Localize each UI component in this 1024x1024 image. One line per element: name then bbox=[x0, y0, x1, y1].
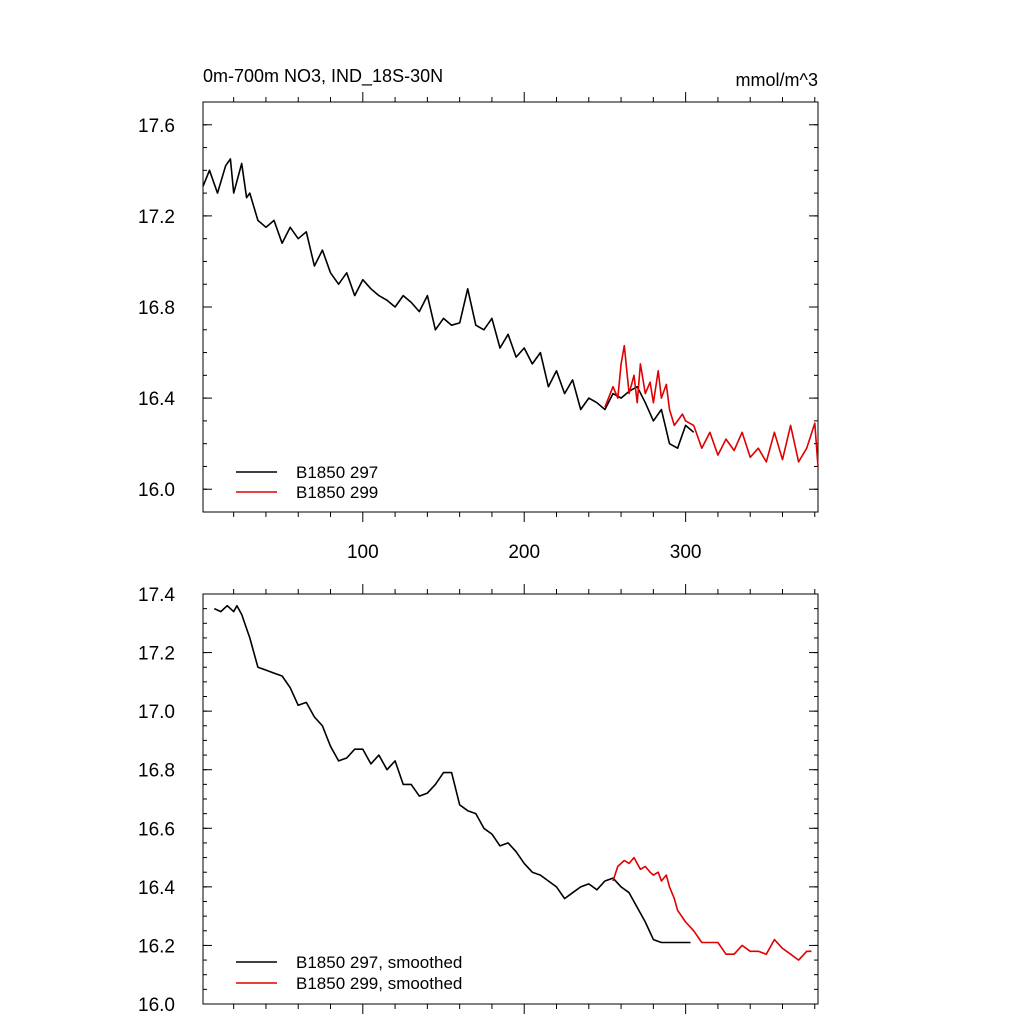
bottom-panel: 16.0 16.2 16.4 16.6 16.8 17.0 17.2 17.4 B1850 2… bbox=[138, 584, 819, 1016]
bottom-series-group bbox=[213, 604, 812, 961]
series-line-b1850-297-smoothed bbox=[213, 604, 691, 944]
top-chart-units: mmol/m^3 bbox=[736, 70, 818, 90]
y-tick-label: 16.6 bbox=[138, 819, 175, 840]
top-legend: B1850 297 B1850 299 bbox=[236, 463, 378, 502]
series-line-b1850-297 bbox=[202, 158, 695, 450]
x-tick-label: 300 bbox=[670, 542, 702, 563]
top-panel: 0m-700m NO3, IND_18S-30N mmol/m^3 16.016… bbox=[138, 66, 819, 563]
y-tick-label: 16.2 bbox=[138, 936, 175, 957]
y-tick-label: 17.4 bbox=[138, 585, 175, 606]
series-line-b1850-299 bbox=[604, 344, 819, 467]
y-tick-label: 17.2 bbox=[138, 644, 175, 665]
y-tick-label: 16.4 bbox=[138, 878, 175, 899]
y-tick-label: 16.8 bbox=[138, 761, 175, 782]
x-tick-label: 200 bbox=[508, 542, 540, 563]
legend-label-b1850-297-smoothed: B1850 297, smoothed bbox=[296, 953, 462, 972]
legend-label-b1850-299: B1850 299 bbox=[296, 483, 378, 502]
top-chart-title: 0m-700m NO3, IND_18S-30N bbox=[203, 66, 443, 87]
y-tick-label: 16.4 bbox=[138, 389, 175, 410]
bottom-plot-frame bbox=[202, 593, 819, 1005]
y-tick-label: 16.8 bbox=[138, 298, 175, 319]
legend-label-b1850-299-smoothed: B1850 299, smoothed bbox=[296, 974, 462, 993]
bottom-axis-ticks: 16.0 16.2 16.4 16.6 16.8 17.0 17.2 17.4 bbox=[138, 584, 818, 1016]
legend-label-b1850-297: B1850 297 bbox=[296, 463, 378, 482]
y-tick-label: 17.2 bbox=[138, 207, 175, 228]
y-tick-label: 17.0 bbox=[138, 702, 175, 723]
top-series-group bbox=[202, 158, 819, 467]
top-axis-ticks: 16.0 16.4 16.8 17.2 17.6 100 200 300 bbox=[138, 92, 818, 563]
y-tick-label: 16.0 bbox=[138, 480, 175, 501]
x-tick-label: 100 bbox=[347, 542, 379, 563]
series-line-b1850-299-smoothed bbox=[612, 856, 812, 961]
y-tick-label: 17.6 bbox=[138, 116, 175, 137]
top-plot-frame bbox=[202, 101, 819, 513]
y-tick-label: 16.0 bbox=[138, 995, 175, 1016]
bottom-legend: B1850 297, smoothed B1850 299, smoothed bbox=[236, 953, 462, 993]
